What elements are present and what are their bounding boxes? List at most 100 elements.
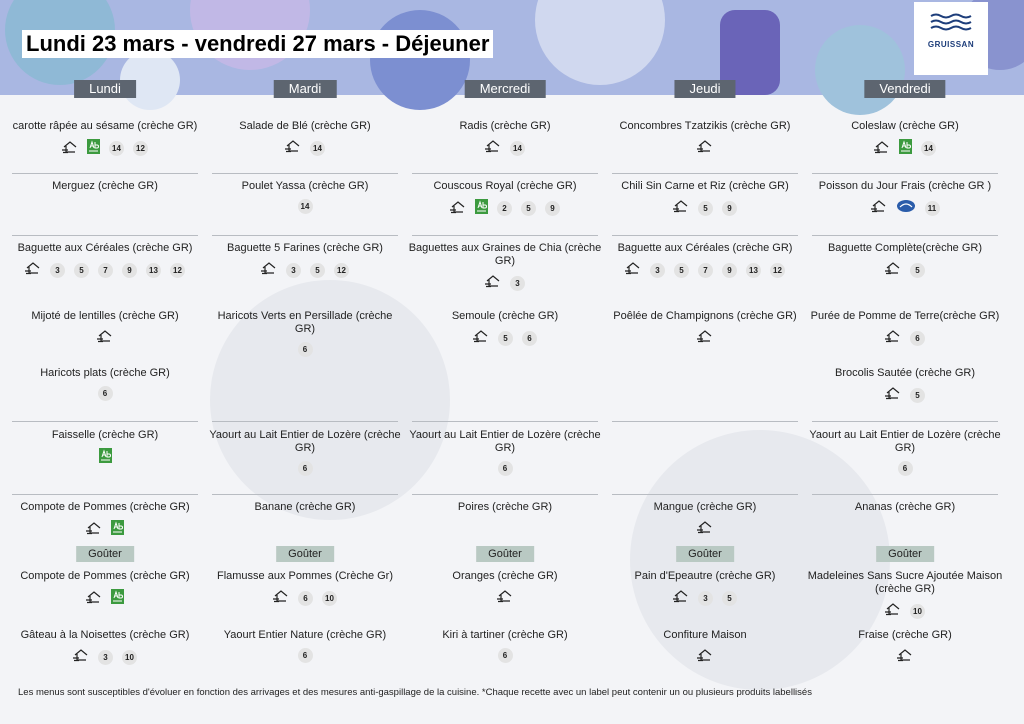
day-column: Vendredi Coleslaw (crèche GR) 14 Poisson du… — [806, 0, 1004, 690]
dish-name: Couscous Royal (crèche GR) — [433, 180, 577, 192]
allergen: 13 — [146, 262, 161, 278]
separator — [12, 494, 198, 495]
labels: 3 10 — [6, 648, 204, 666]
labels: 6 — [206, 648, 404, 663]
allergen: 7 — [698, 262, 713, 278]
dish-name: Concombres Tzatzikis (crèche GR) — [619, 120, 791, 132]
allergen: 6 — [297, 342, 313, 357]
allergen: 2 — [497, 201, 512, 216]
homemade-icon — [73, 648, 89, 666]
allergen: 6 — [497, 648, 513, 663]
homemade-icon — [625, 261, 641, 279]
dish: Poires (crèche GR) — [406, 501, 604, 520]
homemade-icon — [86, 521, 102, 539]
title: Lundi 23 mars - vendredi 27 mars - Déjeu… — [22, 30, 494, 58]
allergen: 14 — [109, 141, 124, 156]
homemade-icon — [697, 329, 713, 347]
labels: 5 — [806, 261, 1004, 279]
homemade-icon — [885, 386, 901, 404]
allergen: 9 — [545, 201, 560, 216]
labels: 3 5 12 — [206, 261, 404, 279]
homemade-icon — [885, 261, 901, 279]
separator — [812, 494, 998, 495]
dish: Concombres Tzatzikis (crèche GR) — [606, 120, 804, 157]
allergen: 5 — [698, 200, 713, 216]
separator — [612, 173, 798, 174]
allergen: 11 — [924, 200, 940, 216]
allergen: 3 — [698, 590, 713, 606]
allergen: 9 — [722, 200, 737, 216]
allergen: 6 — [522, 330, 537, 346]
labels: 3 5 7 9 13 12 — [6, 261, 204, 279]
dish-name: Yaourt au Lait Entier de Lozère (crèche … — [209, 429, 401, 454]
dish-name: Yaourt au Lait Entier de Lozère (crèche … — [809, 429, 1001, 454]
homemade-icon — [450, 200, 466, 218]
labels: 6 — [806, 461, 1004, 476]
labels: 14 — [206, 199, 404, 214]
dish: Pain d'Epeautre (crèche GR) 3 5 — [606, 570, 804, 607]
dish-name: Haricots plats (crèche GR) — [40, 367, 170, 379]
allergen: 12 — [133, 141, 148, 156]
dish-name: Poires (crèche GR) — [457, 501, 553, 513]
labels: 5 — [806, 386, 1004, 404]
dish-name: Kiri à tartiner (crèche GR) — [442, 629, 568, 641]
dish-name: Baguettes aux Graines de Chia (crèche GR… — [408, 242, 602, 267]
dish-name: Salade de Blé (crèche GR) — [239, 120, 371, 132]
dish-name: Baguette Complète(crèche GR) — [827, 242, 983, 254]
dish-name: Poulet Yassa (crèche GR) — [241, 180, 369, 192]
labels: 14 — [406, 139, 604, 157]
allergen: 3 — [510, 275, 525, 291]
allergen: 3 — [98, 649, 113, 665]
day-header: Vendredi — [864, 80, 946, 98]
dish-name: Compote de Pommes (crèche GR) — [20, 570, 190, 582]
dish: Oranges (crèche GR) — [406, 570, 604, 607]
labels: 6 — [406, 648, 604, 663]
labels — [406, 589, 604, 607]
labels: 3 — [406, 274, 604, 292]
labels: 10 — [806, 602, 1004, 620]
labels — [606, 139, 804, 157]
labels: 3 5 7 9 13 12 — [606, 261, 804, 279]
dish-name: Baguette aux Céréales (crèche GR) — [17, 242, 193, 254]
dish: Chili Sin Carne et Riz (crèche GR) 5 9 — [606, 180, 804, 217]
homemade-icon — [485, 139, 501, 157]
dish: Flamusse aux Pommes (Crèche Gr) 6 10 — [206, 570, 404, 607]
dish-name: Madeleines Sans Sucre Ajoutée Maison (cr… — [807, 570, 1003, 595]
dish-name: carotte râpée au sésame (crèche GR) — [12, 120, 198, 132]
homemade-icon — [273, 589, 289, 607]
homemade-icon — [473, 329, 489, 347]
separator — [12, 235, 198, 236]
dish: Poêlée de Champignons (crèche GR) — [606, 310, 804, 347]
allergen: 5 — [310, 262, 325, 278]
labels: 6 — [6, 386, 204, 401]
allergen: 14 — [297, 199, 313, 214]
allergen: 5 — [910, 387, 925, 403]
labels — [606, 329, 804, 347]
separator — [812, 173, 998, 174]
labels: 6 — [406, 461, 604, 476]
separator — [412, 235, 598, 236]
dish: Banane (crèche GR) — [206, 501, 404, 520]
dish-name: Baguette aux Céréales (crèche GR) — [617, 242, 793, 254]
separator — [12, 173, 198, 174]
labels: 14 12 — [6, 139, 204, 158]
logo-text: GRUISSAN — [927, 40, 975, 49]
dish-name: Fraise (crèche GR) — [858, 629, 952, 641]
labels: 6 — [206, 342, 404, 357]
dish: Faisselle (crèche GR) — [6, 429, 204, 467]
dish: Radis (crèche GR) 14 — [406, 120, 604, 157]
dish-name: Haricots Verts en Persillade (crèche GR) — [217, 310, 393, 335]
labels — [6, 448, 204, 467]
bio-icon — [98, 448, 112, 467]
dish-name: Ananas (crèche GR) — [854, 501, 956, 513]
day-column: Jeudi Concombres Tzatzikis (crèche GR) Chi… — [606, 0, 804, 690]
dish: Poulet Yassa (crèche GR) 14 — [206, 180, 404, 214]
dish-name: Brocolis Sautée (crèche GR) — [835, 367, 975, 379]
allergen: 12 — [770, 262, 785, 278]
dish-name: Poêlée de Champignons (crèche GR) — [613, 310, 797, 322]
homemade-icon — [97, 329, 113, 347]
dish: Brocolis Sautée (crèche GR) 5 — [806, 367, 1004, 404]
